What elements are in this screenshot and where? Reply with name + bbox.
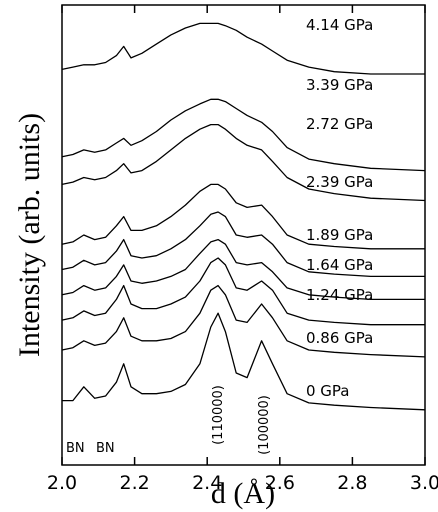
x-axis-title: d (Å)	[211, 477, 275, 510]
series-label: 1.24 GPa	[306, 286, 373, 304]
series-label: 0 GPa	[306, 382, 350, 400]
series-line	[61, 98, 426, 172]
series-line	[61, 284, 426, 358]
series-label: 2.39 GPa	[306, 173, 373, 191]
series-line	[61, 257, 425, 326]
annotation: BN	[96, 441, 115, 456]
series-line	[61, 238, 425, 301]
annotation: BN	[66, 441, 85, 456]
series-line	[61, 211, 425, 278]
annotation: (100000)	[257, 395, 272, 455]
series-label: 1.64 GPa	[306, 256, 373, 274]
series-label: 1.89 GPa	[306, 226, 373, 244]
x-tick-label: 2.2	[119, 472, 149, 494]
series-line	[62, 312, 426, 411]
x-tick-label: 2.6	[265, 472, 295, 494]
x-tick-label: 2.4	[192, 472, 222, 494]
x-tick-label: 3.0	[410, 472, 438, 494]
series-line	[61, 183, 425, 250]
series-label: 3.39 GPa	[306, 76, 373, 94]
series-line	[61, 123, 426, 202]
series-label: 4.14 GPa	[306, 16, 373, 34]
x-tick-label: 2.8	[337, 472, 367, 494]
series-label: 0.86 GPa	[306, 329, 373, 347]
series-line	[61, 22, 425, 75]
y-axis-title: Intensity (arb. units)	[13, 113, 46, 357]
plot-frame	[61, 4, 426, 466]
series-label: 2.72 GPa	[306, 115, 373, 133]
x-tick-label: 2.0	[47, 472, 77, 494]
annotation: (110000)	[211, 385, 226, 445]
